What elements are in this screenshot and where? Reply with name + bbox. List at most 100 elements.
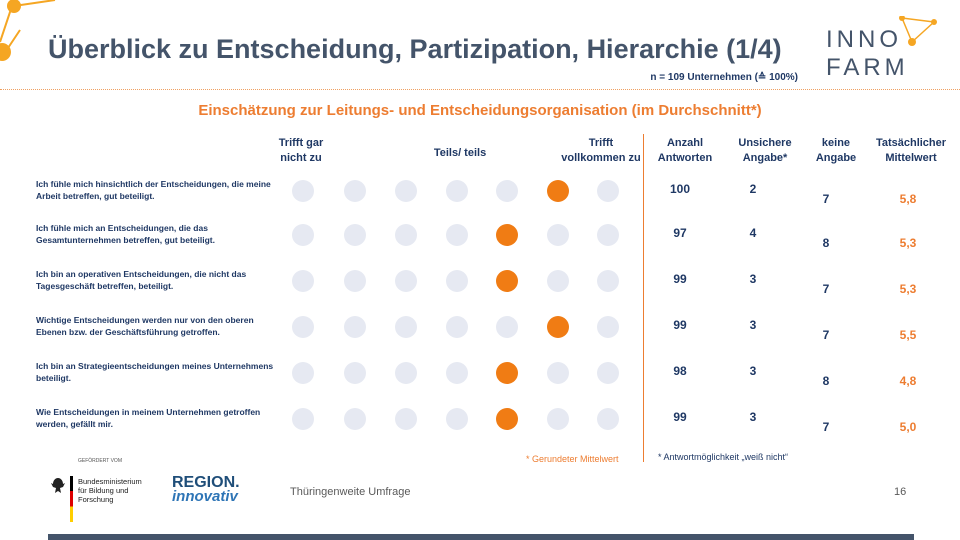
- scale-dot: [395, 180, 417, 202]
- scale-dot: [292, 362, 314, 384]
- funded-by-label: GEFÖRDERT VOM: [78, 458, 122, 464]
- scale-dot: [395, 270, 417, 292]
- scale-dot: [597, 408, 619, 430]
- value-answers: 99: [673, 318, 687, 332]
- note-rounded-mean: * Gerundeter Mittelwert: [526, 454, 619, 464]
- scale-dot: [344, 224, 366, 246]
- value-mean: 5,8: [899, 192, 917, 206]
- statement-row: Ich fühle mich hinsichtlich der Entschei…: [0, 168, 960, 212]
- value-unsure: 2: [749, 182, 757, 196]
- scale-dot: [292, 224, 314, 246]
- scale-dot: [496, 180, 518, 202]
- scale-dot: [344, 408, 366, 430]
- header-divider: [0, 89, 960, 90]
- region-logo-line1: REGION.: [172, 474, 240, 491]
- col-answers-header: Anzahl Antworten: [657, 137, 713, 164]
- scale-dot-selected: [496, 224, 518, 246]
- scale-dot-selected: [496, 362, 518, 384]
- value-none: 8: [822, 236, 830, 250]
- value-none: 7: [822, 192, 830, 206]
- value-mean: 5,3: [899, 236, 917, 250]
- page-number: 16: [894, 486, 907, 498]
- statement-text: Ich bin an Strategieentscheidungen meine…: [36, 361, 274, 383]
- scale-mid-label: Teils/ teils: [433, 147, 487, 159]
- region-logo-line2: innovativ: [172, 488, 238, 505]
- page-title: Überblick zu Entscheidung, Partizipation…: [48, 34, 782, 64]
- statement-row: Ich fühle mich an Entscheidungen, die da…: [0, 212, 960, 256]
- column-separator: [643, 134, 644, 462]
- scale-dot-selected: [496, 270, 518, 292]
- survey-label: Thüringenweite Umfrage: [290, 486, 411, 498]
- scale-dot: [446, 224, 468, 246]
- value-answers: 99: [673, 410, 687, 424]
- statement-text: Wie Entscheidungen in meinem Unternehmen…: [36, 407, 261, 429]
- scale-dot: [597, 316, 619, 338]
- col-mean-header: Tatsächlicher Mittelwert: [875, 137, 947, 164]
- value-mean: 4,8: [899, 374, 917, 388]
- sample-size: n = 109 Unternehmen (≙ 100%): [650, 72, 798, 83]
- scale-dot: [446, 316, 468, 338]
- col-none-header: keine Angabe: [815, 137, 857, 164]
- statement-row: Ich bin an Strategieentscheidungen meine…: [0, 350, 960, 394]
- statement-text: Wichtige Entscheidungen werden nur von d…: [36, 315, 254, 337]
- value-mean: 5,0: [899, 420, 917, 434]
- scale-dot: [597, 224, 619, 246]
- value-answers: 97: [673, 226, 687, 240]
- scale-dot: [446, 362, 468, 384]
- footer-bar: [48, 534, 914, 540]
- value-unsure: 4: [749, 226, 757, 240]
- statement-row: Wie Entscheidungen in meinem Unternehmen…: [0, 396, 960, 440]
- logo-line1: INNO: [826, 26, 902, 53]
- statement-row: Wichtige Entscheidungen werden nur von d…: [0, 304, 960, 348]
- scale-dot: [292, 316, 314, 338]
- logo-network-icon: [899, 16, 937, 46]
- scale-dot: [395, 408, 417, 430]
- scale-dot: [344, 180, 366, 202]
- scale-dot-selected: [547, 316, 569, 338]
- scale-dot: [547, 408, 569, 430]
- scale-dot-selected: [496, 408, 518, 430]
- scale-dot: [395, 316, 417, 338]
- value-unsure: 3: [749, 364, 757, 378]
- innofarm-logo: INNO FARM: [822, 16, 937, 82]
- statement-text: Ich fühle mich an Entscheidungen, die da…: [36, 223, 215, 245]
- scale-dot: [292, 270, 314, 292]
- scale-right-label: Trifft vollkommen zu: [561, 137, 641, 164]
- scale-dot: [547, 270, 569, 292]
- scale-dot: [446, 270, 468, 292]
- value-answers: 98: [673, 364, 687, 378]
- scale-dot: [597, 362, 619, 384]
- scale-dot: [395, 362, 417, 384]
- scale-left-label: Trifft gar nicht zu: [278, 137, 324, 164]
- logo-line2: FARM: [826, 54, 909, 81]
- chart-subtitle: Einschätzung zur Leitungs- und Entscheid…: [198, 102, 762, 119]
- scale-dot: [547, 224, 569, 246]
- value-unsure: 3: [749, 410, 757, 424]
- corner-network-graphic: [0, 0, 56, 61]
- scale-dot-selected: [547, 180, 569, 202]
- scale-dot: [446, 180, 468, 202]
- scale-dot: [395, 224, 417, 246]
- statement-text: Ich fühle mich hinsichtlich der Entschei…: [36, 179, 271, 201]
- federal-eagle-icon: [51, 478, 65, 493]
- statement-row: Ich bin an operativen Entscheidungen, di…: [0, 258, 960, 302]
- value-none: 7: [822, 282, 830, 296]
- scale-dot: [597, 180, 619, 202]
- scale-dot: [547, 362, 569, 384]
- note-unsure-answer: * Antwortmöglichkeit „weiß nicht“: [658, 452, 789, 462]
- value-unsure: 3: [749, 272, 757, 286]
- scale-dot: [496, 316, 518, 338]
- value-none: 7: [822, 328, 830, 342]
- scale-dot: [292, 408, 314, 430]
- value-answers: 100: [669, 182, 691, 196]
- scale-dot: [292, 180, 314, 202]
- value-none: 8: [822, 374, 830, 388]
- scale-dot: [344, 270, 366, 292]
- value-unsure: 3: [749, 318, 757, 332]
- scale-dot: [344, 316, 366, 338]
- value-mean: 5,5: [899, 328, 917, 342]
- region-innovativ-logo: REGION. innovativ: [172, 474, 240, 505]
- statement-text: Ich bin an operativen Entscheidungen, di…: [36, 269, 247, 291]
- flag-stripe: [70, 476, 73, 522]
- ministry-name: Bundesministerium für Bildung und Forsch…: [78, 477, 142, 504]
